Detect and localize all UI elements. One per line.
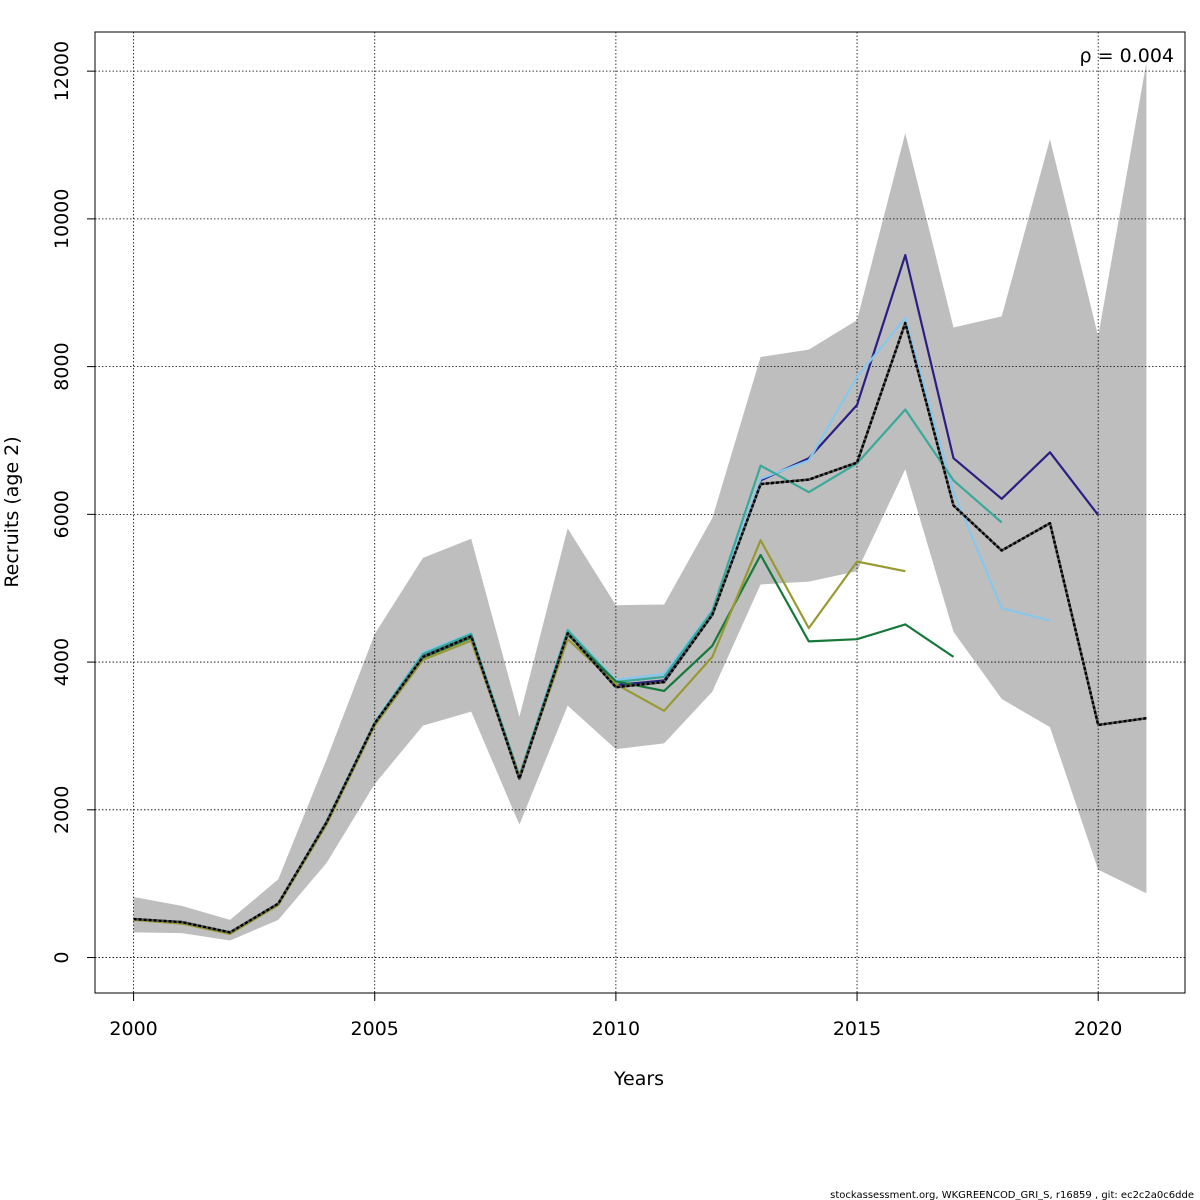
y-tick-label: 6000 [51, 490, 73, 538]
x-axis: 2000 2005 2010 2015 2020 [109, 993, 1122, 1040]
series-layer [133, 254, 1147, 935]
y-tick-label: 4000 [51, 638, 73, 686]
grid-layer [95, 32, 1185, 993]
x-tick-label: 2000 [109, 1018, 157, 1040]
x-tick-label: 2005 [351, 1018, 399, 1040]
rho-annotation: ρ = 0.004 [1080, 45, 1174, 67]
y-axis: 0 2000 4000 6000 8000 10000 12000 [51, 41, 95, 964]
x-tick-label: 2015 [833, 1018, 881, 1040]
y-tick-label: 10000 [51, 189, 73, 249]
confidence-band-layer [133, 62, 1147, 941]
x-axis-title: Years [613, 1068, 664, 1090]
footer-credit: stockassessment.org, WKGREENCOD_GRI_S, r… [830, 1190, 1194, 1200]
y-tick-label: 2000 [51, 786, 73, 834]
x-tick-label: 2020 [1074, 1018, 1122, 1040]
reference-line [133, 321, 1147, 934]
x-tick-label: 2010 [592, 1018, 640, 1040]
plot-frame [94, 31, 1186, 994]
y-tick-label: 0 [51, 951, 73, 963]
confidence-band [133, 62, 1147, 941]
y-tick-label: 8000 [51, 342, 73, 390]
y-tick-label: 12000 [51, 41, 73, 101]
y-axis-title: Recruits (age 2) [1, 436, 23, 587]
